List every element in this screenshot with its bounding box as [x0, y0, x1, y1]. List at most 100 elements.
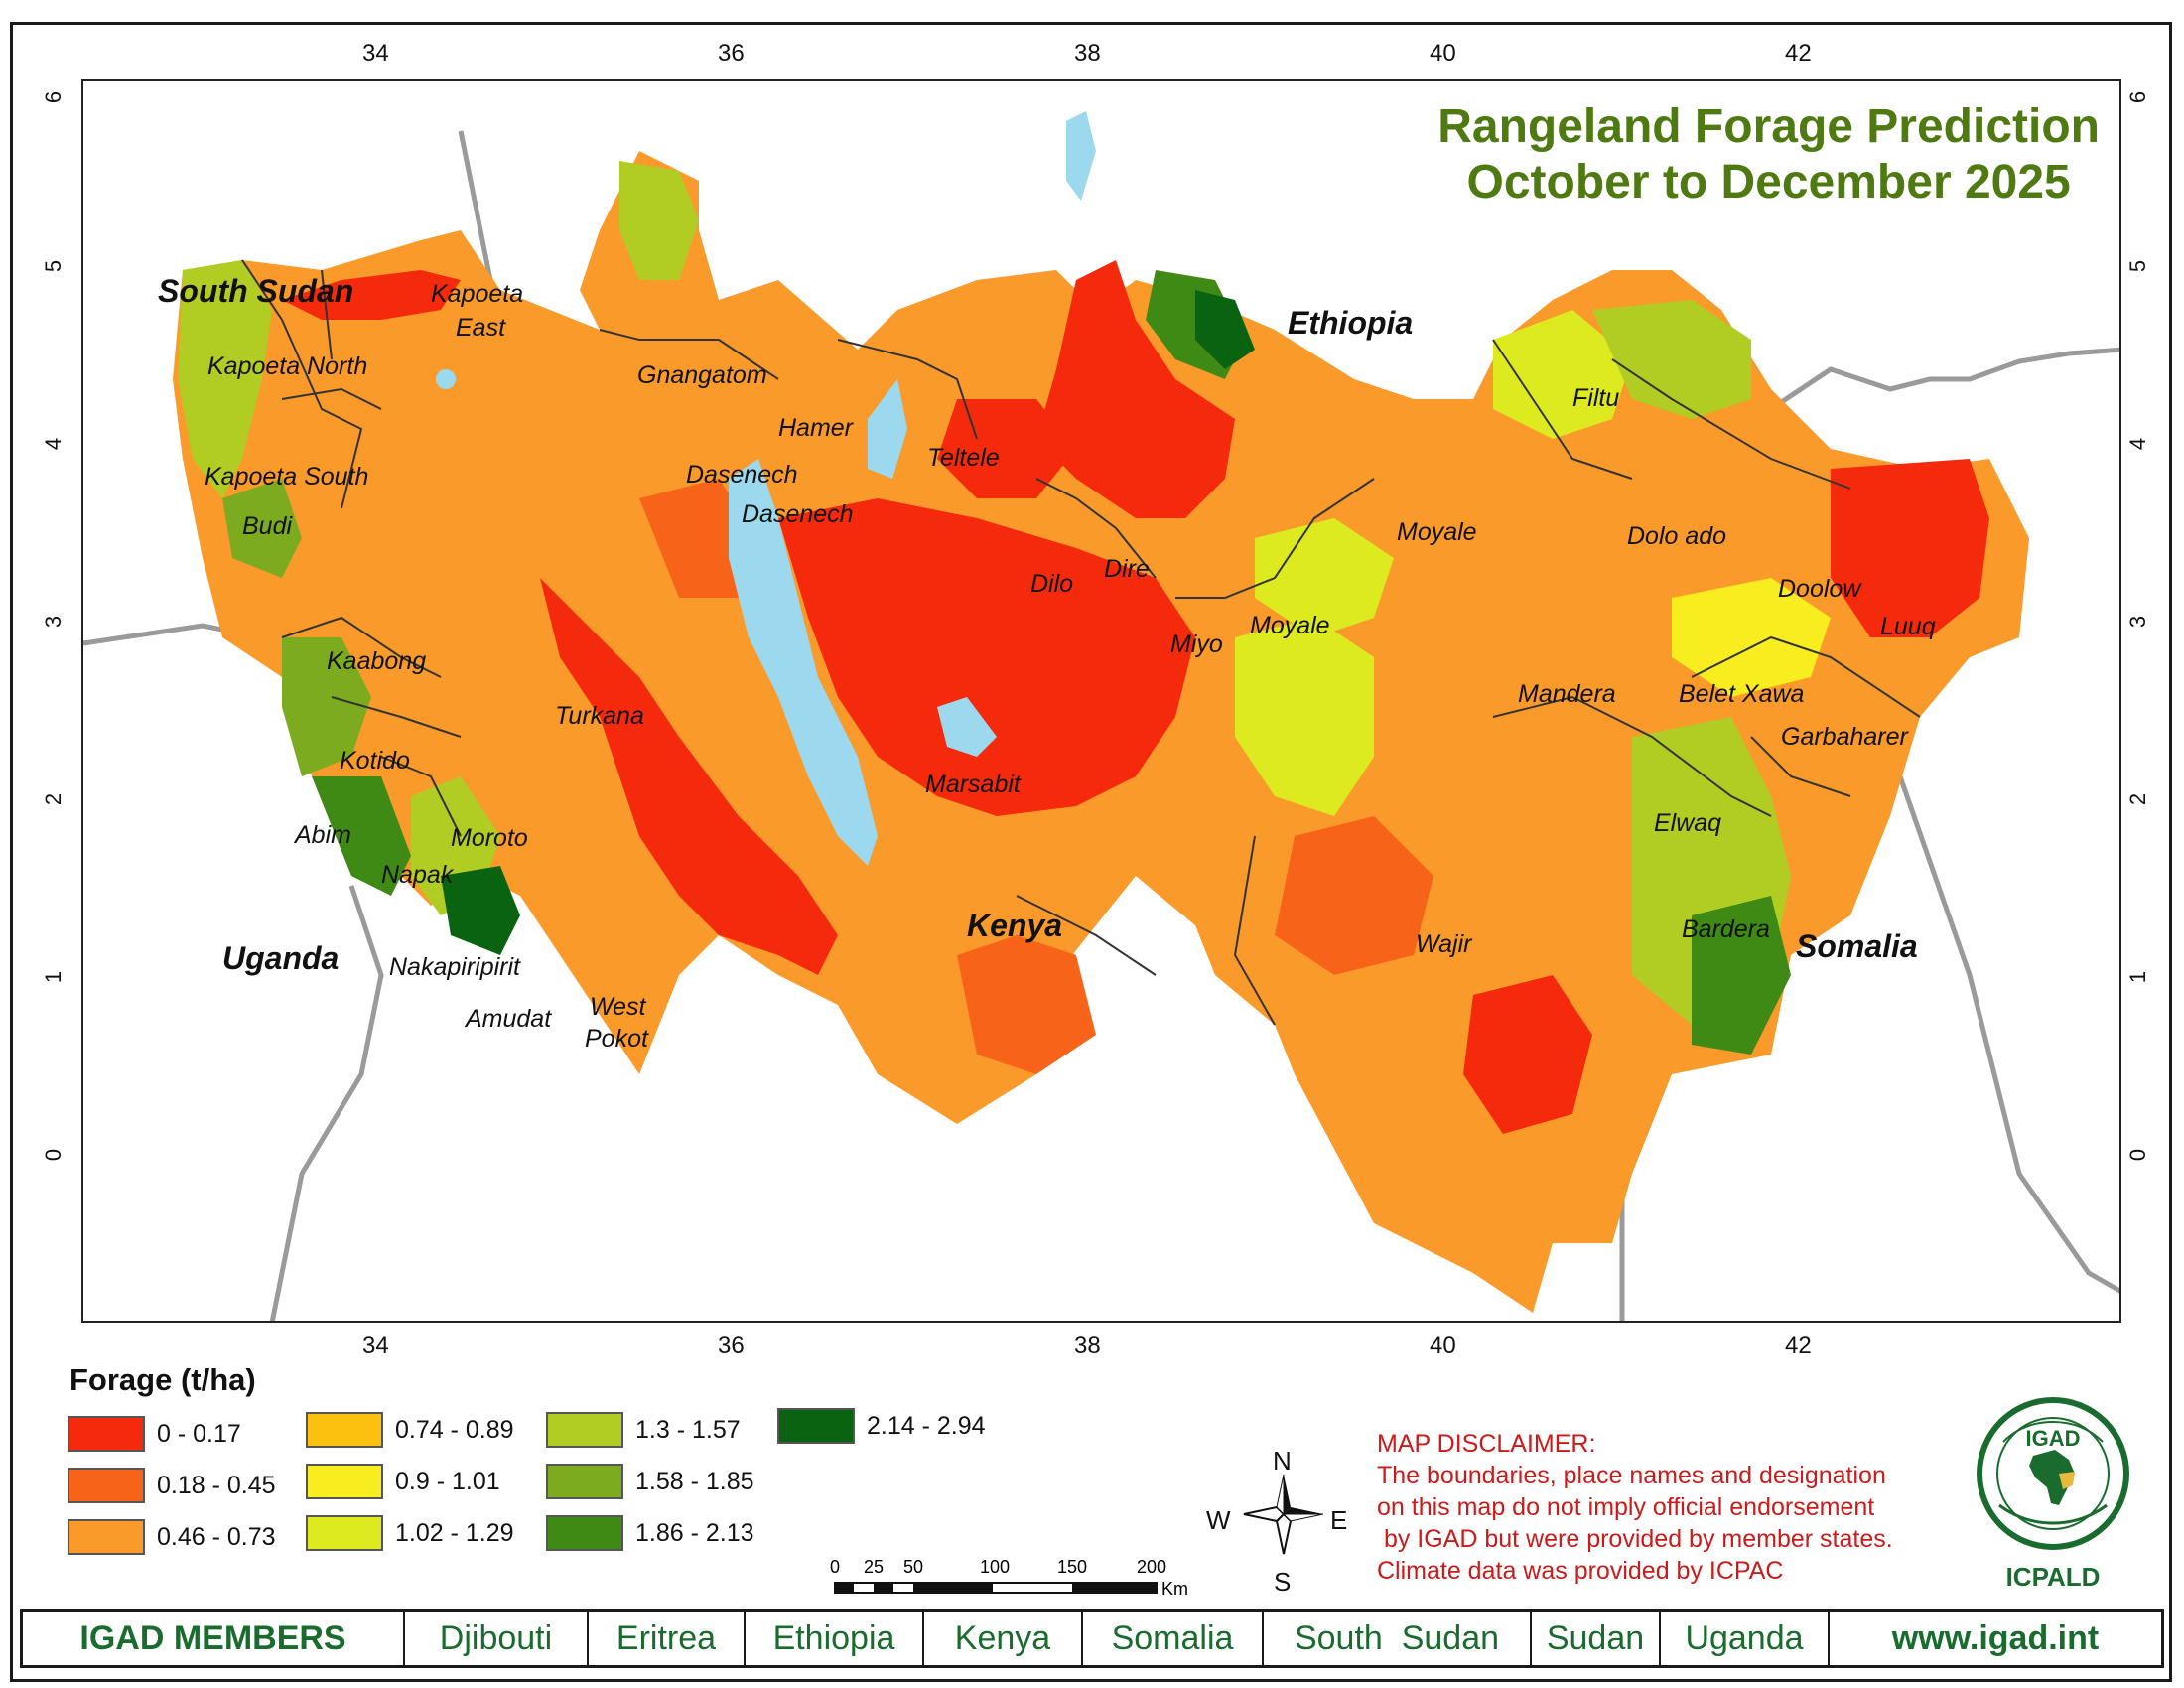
- place-label: Nakapiripirit: [389, 953, 520, 981]
- lon-tick-bottom: 34: [362, 1333, 389, 1359]
- place-label: Pokot: [585, 1025, 648, 1053]
- legend-item: 0.18 - 0.45: [68, 1466, 276, 1505]
- member-sudan: Sudan: [1532, 1612, 1661, 1665]
- scale-label: 25: [864, 1557, 885, 1577]
- disclaimer-line: Climate data was provided by ICPAC: [1377, 1557, 1784, 1585]
- legend-item: 0.46 - 0.73: [68, 1517, 276, 1557]
- lon-tick-top: 40: [1430, 40, 1456, 67]
- legend-item: 2.14 - 2.94: [777, 1406, 986, 1446]
- place-label: Teltele: [927, 444, 1000, 472]
- legend-swatch: [546, 1464, 623, 1499]
- lon-tick-bottom: 38: [1074, 1333, 1101, 1359]
- compass-w: W: [1206, 1505, 1231, 1535]
- lat-tick-right: 6: [2125, 90, 2151, 104]
- legend-item: 0.74 - 0.89: [306, 1410, 514, 1450]
- scale-label: 100: [980, 1557, 1011, 1577]
- country-label: South Sudan: [158, 273, 354, 309]
- legend-swatch: [306, 1515, 383, 1551]
- legend-swatch: [68, 1416, 145, 1452]
- place-label: Filtu: [1572, 384, 1620, 412]
- igad-website-link[interactable]: www.igad.int: [1891, 1618, 2100, 1657]
- logo-text: IGAD: [2026, 1426, 2081, 1451]
- igad-members-bar: IGAD MEMBERS Djibouti Eritrea Ethiopia K…: [20, 1609, 2164, 1668]
- legend-swatch: [68, 1519, 145, 1555]
- lat-tick-right: 5: [2125, 259, 2151, 273]
- place-label: Napak: [381, 861, 454, 889]
- legend-label: 1.58 - 1.85: [635, 1467, 754, 1495]
- lon-tick-bottom: 42: [1785, 1333, 1812, 1359]
- lat-tick-left: 2: [41, 792, 67, 806]
- member-kenya: Kenya: [924, 1612, 1083, 1665]
- forage-map-svg: [83, 111, 2119, 1321]
- place-label: Kapoeta South: [205, 463, 369, 491]
- legend-swatch: [777, 1408, 855, 1444]
- lon-tick-top: 34: [362, 40, 389, 67]
- legend-item: 1.58 - 1.85: [546, 1462, 754, 1501]
- lon-tick-top: 38: [1074, 40, 1101, 67]
- lat-tick-left: 1: [41, 970, 67, 984]
- legend-label: 0.46 - 0.73: [157, 1522, 276, 1551]
- place-label: Belet Xawa: [1679, 680, 1805, 708]
- lat-tick-left: 6: [41, 90, 67, 104]
- title-line-2: October to December 2025: [1466, 156, 2071, 209]
- place-label: Moyale: [1250, 612, 1330, 639]
- place-label: Dire: [1104, 555, 1150, 583]
- place-label: West: [590, 993, 646, 1021]
- lat-tick-left: 3: [41, 615, 67, 629]
- legend-label: 0.9 - 1.01: [395, 1467, 500, 1495]
- map-frame: [10, 22, 2172, 1682]
- lat-tick-left: 5: [41, 259, 67, 273]
- place-label: Miyo: [1170, 631, 1223, 658]
- lon-tick-top: 42: [1785, 40, 1812, 67]
- lat-tick-right: 3: [2125, 615, 2151, 629]
- disclaimer-line: on this map do not imply official endors…: [1377, 1493, 1875, 1521]
- place-label: Amudat: [466, 1005, 552, 1033]
- legend-swatch: [306, 1412, 383, 1448]
- compass-n: N: [1273, 1446, 1292, 1476]
- place-label: Kotido: [340, 747, 410, 774]
- legend-label: 1.86 - 2.13: [635, 1518, 754, 1547]
- place-label: Kaabong: [327, 647, 427, 675]
- place-label: Luuq: [1880, 613, 1936, 640]
- country-label: Somalia: [1796, 928, 1918, 964]
- map-title: Rangeland Forage Prediction October to D…: [1437, 99, 2100, 211]
- scale-label: 200: [1137, 1557, 1167, 1577]
- map-panel: Rangeland Forage Prediction October to D…: [81, 79, 2121, 1323]
- legend-item: 1.02 - 1.29: [306, 1513, 514, 1553]
- scale-bar: 0 25 50 100 150 200 Km: [830, 1553, 1201, 1608]
- legend-label: 2.14 - 2.94: [867, 1411, 986, 1440]
- place-label: Doolow: [1778, 575, 1861, 603]
- place-label: Dasenech: [686, 461, 798, 489]
- legend-title: Forage (t/ha): [69, 1362, 256, 1397]
- legend-label: 1.3 - 1.57: [635, 1415, 741, 1444]
- legend-label: 0.74 - 0.89: [395, 1415, 514, 1444]
- compass-e: E: [1330, 1505, 1348, 1535]
- compass-s: S: [1274, 1567, 1292, 1597]
- legend-swatch: [68, 1468, 145, 1503]
- place-label: Turkana: [555, 702, 644, 730]
- scale-label: 50: [903, 1557, 924, 1577]
- members-heading: IGAD MEMBERS: [23, 1612, 405, 1665]
- place-label: Garbaharer: [1781, 723, 1908, 751]
- place-label: Dilo: [1030, 570, 1074, 598]
- legend-item: 0 - 0.17: [68, 1414, 241, 1454]
- forage-raster: [173, 111, 2029, 1313]
- member-djibouti: Djibouti: [405, 1612, 589, 1665]
- place-label: Budi: [242, 512, 293, 540]
- country-label: Ethiopia: [1288, 305, 1414, 341]
- map-disclaimer: MAP DISCLAIMER: The boundaries, place na…: [1377, 1428, 1982, 1587]
- legend-item: 1.86 - 2.13: [546, 1513, 754, 1553]
- member-somalia: Somalia: [1083, 1612, 1264, 1665]
- legend-label: 0 - 0.17: [157, 1419, 241, 1448]
- place-label: Dolo ado: [1627, 522, 1727, 550]
- igad-logo: IGAD ICPALD: [1964, 1394, 2142, 1593]
- lat-tick-left: 0: [41, 1148, 67, 1162]
- member-eritrea: Eritrea: [589, 1612, 746, 1665]
- place-label: Abim: [295, 821, 351, 849]
- place-label: Bardera: [1682, 915, 1770, 943]
- disclaimer-heading: MAP DISCLAIMER:: [1377, 1430, 1596, 1458]
- lat-tick-right: 4: [2125, 437, 2151, 451]
- legend-label: 0.18 - 0.45: [157, 1471, 276, 1499]
- legend-label: 1.02 - 1.29: [395, 1518, 514, 1547]
- lat-tick-right: 1: [2125, 970, 2151, 984]
